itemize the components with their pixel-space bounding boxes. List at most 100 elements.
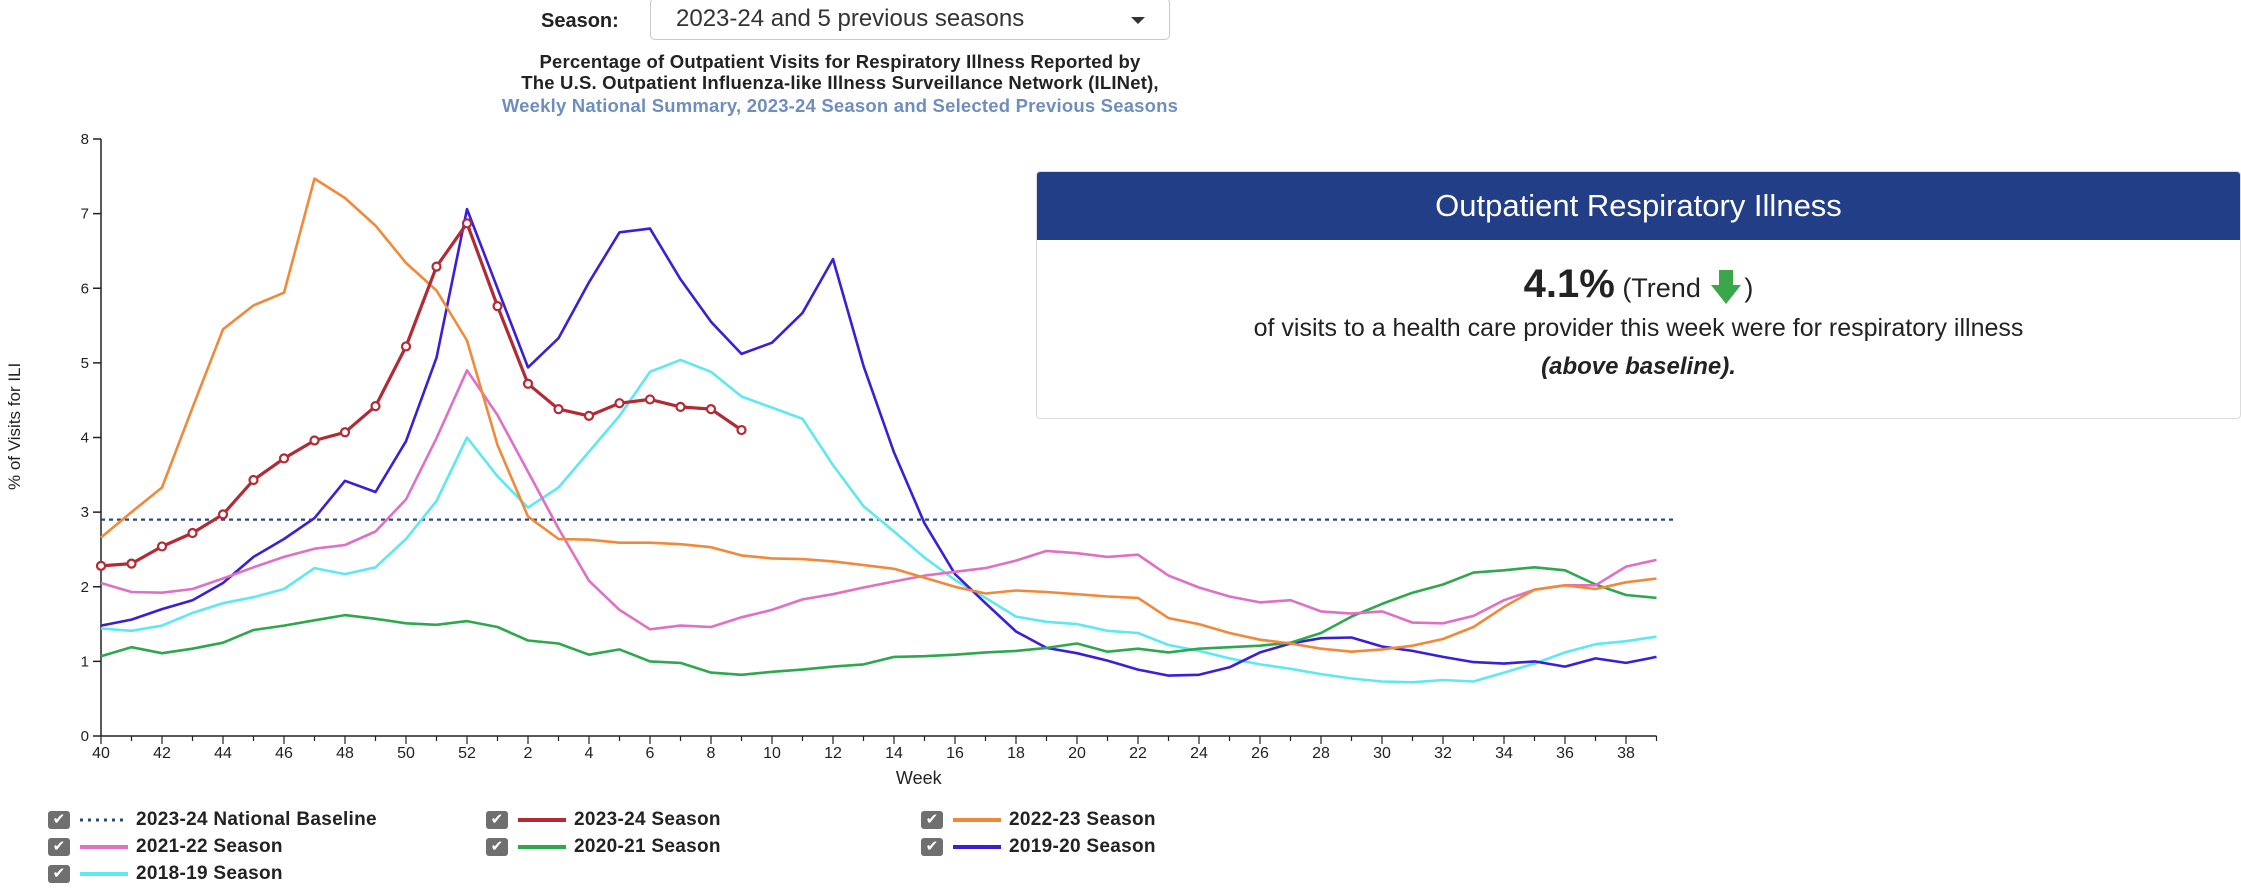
x-axis-label: Week xyxy=(896,768,943,788)
x-tick-label: 12 xyxy=(824,745,842,762)
x-tick-label: 36 xyxy=(1556,745,1574,762)
data-point-2023-24-season xyxy=(309,435,320,446)
y-tick-label: 2 xyxy=(81,579,89,596)
series-line-2021-22-season xyxy=(100,369,1657,631)
legend-swatch xyxy=(518,818,566,822)
data-point-2023-24-season xyxy=(217,509,229,520)
x-tick-label: 34 xyxy=(1495,745,1513,762)
y-tick-label: 1 xyxy=(81,653,89,670)
data-point-2023-24-season xyxy=(248,474,259,486)
chart-subtitle: Weekly National Summary, 2023-24 Season … xyxy=(501,95,1179,116)
checkbox-checked-icon[interactable]: ✔ xyxy=(486,811,508,829)
legend-label: 2018-19 Season xyxy=(136,863,283,884)
y-tick-label: 0 xyxy=(81,728,89,745)
x-tick-label: 50 xyxy=(397,745,415,762)
data-point-2023-24-season xyxy=(644,394,656,405)
season-label: Season: xyxy=(541,10,619,32)
checkbox-checked-icon[interactable]: ✔ xyxy=(486,838,508,856)
data-point-2023-24-season xyxy=(736,424,747,436)
series-line-2022-23-season xyxy=(100,177,1657,654)
card-description: of visits to a health care provider this… xyxy=(1253,314,2024,342)
x-tick-label: 16 xyxy=(946,745,964,762)
trend-close: ) xyxy=(1744,273,1754,303)
x-tick-label: 42 xyxy=(153,745,171,762)
y-tick-label: 3 xyxy=(81,504,89,521)
checkbox-checked-icon[interactable]: ✔ xyxy=(921,838,943,856)
legend-swatch xyxy=(80,818,128,822)
x-tick-label: 10 xyxy=(763,745,781,762)
season-dropdown[interactable]: 2023-24 and 5 previous seasons xyxy=(650,0,1170,40)
y-tick-label: 8 xyxy=(81,131,89,148)
x-tick-label: 24 xyxy=(1190,745,1208,762)
data-point-2023-24-season xyxy=(614,398,625,409)
data-point-2023-24-season xyxy=(156,541,168,552)
card-value-row: 4.1% (Trend ) xyxy=(1037,262,2240,310)
checkbox-checked-icon[interactable]: ✔ xyxy=(921,811,943,829)
series-line-2020-21-season xyxy=(100,565,1657,677)
data-point-2023-24-season xyxy=(126,558,137,569)
legend-swatch xyxy=(953,818,1001,822)
x-tick-label: 52 xyxy=(458,745,476,762)
series-line-2018-19-season xyxy=(100,358,1657,684)
data-point-2023-24-season xyxy=(492,301,503,312)
data-point-2023-24-season xyxy=(705,404,717,415)
data-point-2023-24-season xyxy=(187,527,198,539)
x-tick-label: 4 xyxy=(585,745,594,762)
card-baseline-note: (above baseline). xyxy=(1541,353,1736,380)
x-tick-label: 8 xyxy=(707,745,716,762)
legend-swatch xyxy=(80,845,128,849)
legend-label: 2020-21 Season xyxy=(574,836,721,857)
checkbox-checked-icon[interactable]: ✔ xyxy=(48,811,70,829)
x-tick-label: 22 xyxy=(1129,745,1147,762)
checkbox-checked-icon[interactable]: ✔ xyxy=(48,865,70,883)
data-point-2023-24-season xyxy=(583,410,595,421)
data-point-2023-24-season xyxy=(278,453,290,464)
legend-label: 2023-24 Season xyxy=(574,809,721,830)
x-tick-label: 20 xyxy=(1068,745,1086,762)
x-tick-label: 40 xyxy=(92,745,110,762)
legend-label: 2022-23 Season xyxy=(1009,809,1156,830)
x-tick-label: 38 xyxy=(1617,745,1635,762)
legend-swatch xyxy=(80,872,128,876)
y-tick-label: 6 xyxy=(81,280,89,297)
card-header: Outpatient Respiratory Illness xyxy=(1037,172,2240,240)
x-tick-label: 28 xyxy=(1312,745,1330,762)
x-tick-label: 18 xyxy=(1007,745,1025,762)
data-point-2023-24-season xyxy=(522,378,534,389)
series-line-2023-24-season xyxy=(100,221,743,568)
data-point-2023-24-season xyxy=(370,401,381,412)
x-tick-label: 30 xyxy=(1373,745,1391,762)
legend-swatch xyxy=(953,845,1001,849)
data-point-2023-24-season xyxy=(675,401,686,413)
season-dropdown-value: 2023-24 and 5 previous seasons xyxy=(676,5,1025,32)
x-tick-label: 26 xyxy=(1251,745,1269,762)
data-point-2023-24-season xyxy=(95,560,107,571)
trend-label: (Trend xyxy=(1622,273,1701,303)
data-point-2023-24-season xyxy=(553,404,564,415)
x-tick-label: 32 xyxy=(1434,745,1452,762)
outpatient-respiratory-illness-card: Outpatient Respiratory Illness 4.1% (Tre… xyxy=(1036,171,2241,419)
legend-label: 2021-22 Season xyxy=(136,836,283,857)
chart-legend: ✔ 2023-24 National Baseline ✔ 2023-24 Seaso… xyxy=(0,808,1300,889)
legend-label: 2023-24 National Baseline xyxy=(136,809,377,830)
season-selector-row: Season: 2023-24 and 5 previous seasons xyxy=(0,0,1200,44)
y-tick-label: 7 xyxy=(81,206,89,223)
checkbox-checked-icon[interactable]: ✔ xyxy=(48,838,70,856)
x-tick-label: 6 xyxy=(646,745,655,762)
x-tick-label: 14 xyxy=(885,745,903,762)
y-tick-label: 5 xyxy=(81,355,89,372)
data-point-2023-24-season xyxy=(461,218,473,229)
y-tick-label: 4 xyxy=(81,430,89,447)
legend-swatch xyxy=(518,845,566,849)
data-point-2023-24-season xyxy=(431,261,442,272)
x-tick-label: 44 xyxy=(214,745,232,762)
x-tick-label: 46 xyxy=(275,745,293,762)
ili-percent-value: 4.1% xyxy=(1523,262,1615,306)
data-point-2023-24-season xyxy=(400,341,412,352)
x-tick-label: 2 xyxy=(524,745,533,762)
legend-label: 2019-20 Season xyxy=(1009,836,1156,857)
down-arrow-icon xyxy=(1711,270,1742,304)
chart-title-line-2: The U.S. Outpatient Influenza-like Illne… xyxy=(521,72,1159,93)
x-tick-label: 48 xyxy=(336,745,354,762)
